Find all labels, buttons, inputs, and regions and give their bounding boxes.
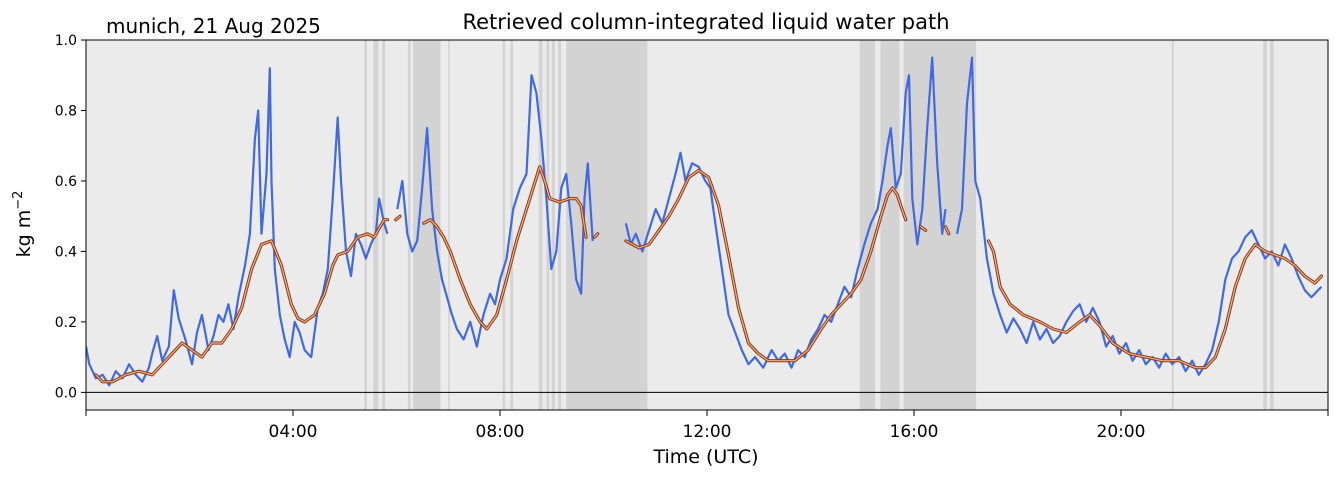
smoothed-segment-7 <box>986 239 1324 370</box>
gap-interval-5 <box>448 40 450 410</box>
y-tick-label: 0.6 <box>55 174 77 190</box>
raw-segment-2 <box>624 56 947 369</box>
y-tick-label: 0.4 <box>55 244 77 260</box>
y-tick-label: 0.8 <box>55 103 77 119</box>
gap-interval-3 <box>407 40 411 410</box>
gap-interval-0 <box>364 40 368 410</box>
raw-segment-3 <box>956 56 1323 376</box>
gap-interval-8 <box>538 40 543 410</box>
x-tick-label: 20:00 <box>1097 422 1146 442</box>
chart-title: Retrieved column-integrated liquid water… <box>462 10 949 34</box>
smoothed-segment-2 <box>422 165 588 331</box>
raw-segment-0 <box>86 67 389 387</box>
smoothed-segment-6 <box>943 225 951 236</box>
raw-segment-1 <box>396 74 594 348</box>
smoothed-segment-1 <box>394 214 402 222</box>
gap-interval-11 <box>557 40 562 410</box>
smoothed-segment-4 <box>624 168 908 363</box>
gap-interval-17 <box>1263 40 1267 410</box>
x-tick-label: 12:00 <box>683 422 732 442</box>
x-axis: 04:00 08:00 12:00 16:00 20:00 <box>85 410 1329 442</box>
gap-interval-18 <box>1270 40 1274 410</box>
x-tick-label: 04:00 <box>269 422 318 442</box>
y-tick-label: 0.0 <box>55 385 77 401</box>
gap-interval-10 <box>551 40 555 410</box>
gap-interval-13 <box>859 40 876 410</box>
gap-interval-14 <box>880 40 900 410</box>
location-date-label: munich, 21 Aug 2025 <box>106 14 321 38</box>
y-axis-label: kg m−2 <box>11 191 35 258</box>
gap-interval-16 <box>1171 40 1174 410</box>
gap-interval-12 <box>566 40 648 410</box>
y-axis-label-exponent: −2 <box>11 191 26 210</box>
y-tick-label: 1.0 <box>55 33 77 49</box>
x-tick-label: 08:00 <box>476 422 525 442</box>
gap-interval-6 <box>502 40 506 410</box>
x-axis-label: Time (UTC) <box>652 446 758 468</box>
y-axis: 0.0 0.2 0.4 0.6 0.8 1.0 <box>55 33 86 401</box>
smoothed-segment-0 <box>94 218 389 384</box>
y-tick-label: 0.2 <box>55 315 77 331</box>
smoothed-segment-3 <box>592 232 600 239</box>
raw-series <box>86 56 1323 387</box>
x-tick-label: 16:00 <box>890 422 939 442</box>
smoothed-segment-5 <box>918 225 928 232</box>
smoothed-series <box>94 165 1324 384</box>
